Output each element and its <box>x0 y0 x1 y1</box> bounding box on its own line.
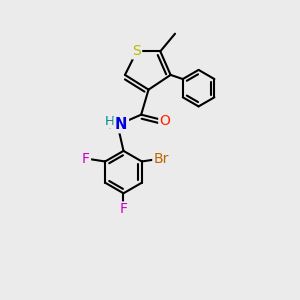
Text: F: F <box>82 152 90 166</box>
Text: H: H <box>104 115 114 128</box>
Text: N: N <box>114 118 127 133</box>
Text: O: O <box>159 114 170 128</box>
Text: HN: HN <box>107 118 128 132</box>
Text: Br: Br <box>153 152 169 166</box>
Text: S: S <box>132 44 141 58</box>
Text: F: F <box>119 202 128 217</box>
